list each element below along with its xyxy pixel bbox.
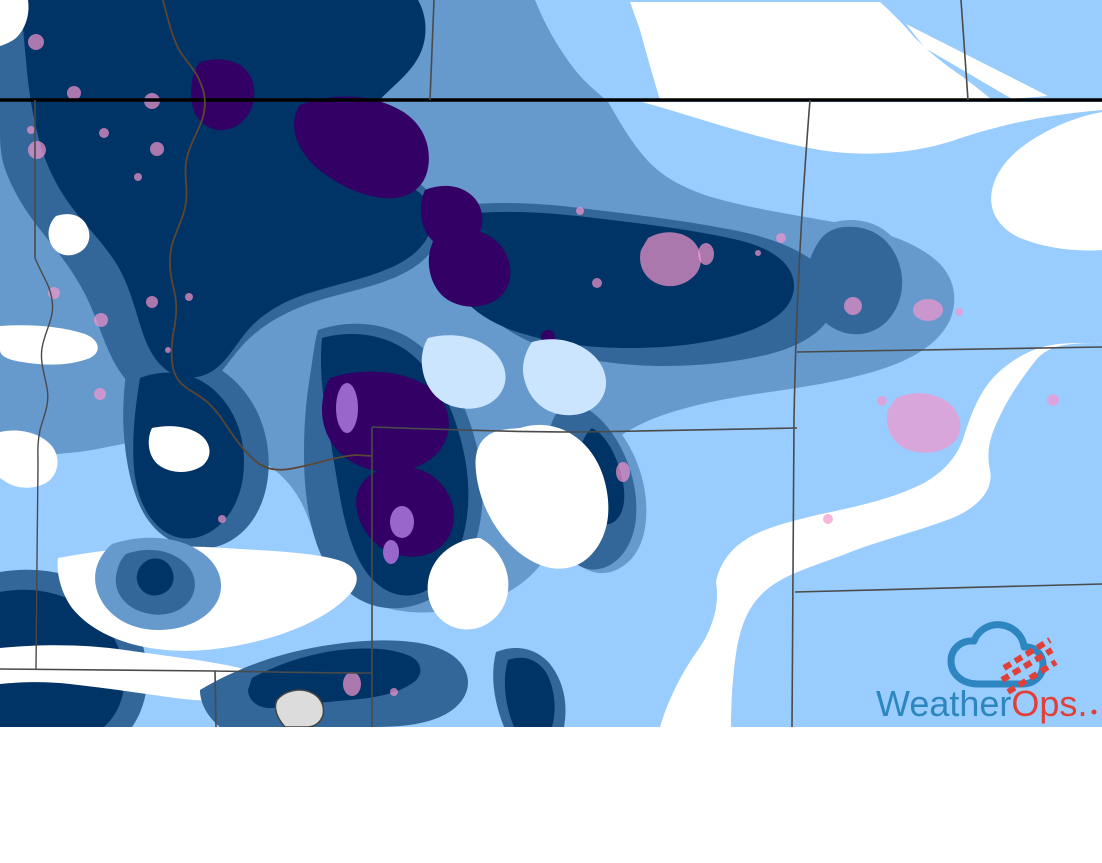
weatherops-logo: WeatherOps. xyxy=(876,621,1097,724)
ice-spot xyxy=(913,299,943,321)
snow-contour-region xyxy=(336,383,358,433)
ice-spot xyxy=(698,243,714,265)
logo-wordmark: WeatherOps. xyxy=(876,683,1087,724)
ice-spot xyxy=(27,126,35,134)
ice-spot xyxy=(67,86,81,100)
white-region xyxy=(0,645,262,701)
snow-islands xyxy=(95,537,566,727)
state-borders xyxy=(0,0,1102,728)
ice-spot xyxy=(146,296,158,308)
ice-spot xyxy=(343,672,361,696)
ice-spot xyxy=(616,462,630,482)
border-alberta-saskatchewan xyxy=(429,0,435,101)
border-montana-dakotas xyxy=(791,99,811,728)
logo-text-ops: Ops xyxy=(1011,683,1077,724)
snow-contour-region xyxy=(428,229,511,307)
ice-spot xyxy=(99,128,109,138)
white-region xyxy=(630,2,992,100)
ice-spot xyxy=(823,514,833,524)
white-region xyxy=(48,214,90,256)
snow-band-12to18 xyxy=(336,383,414,564)
ice-spot xyxy=(844,297,862,315)
ice-spot xyxy=(576,207,584,215)
ice-spot xyxy=(28,141,46,159)
white-region xyxy=(642,102,1102,154)
snow-contour-region xyxy=(136,558,174,596)
snow-contour-region xyxy=(383,540,399,564)
border-idaho-montana xyxy=(162,0,373,471)
snow-contour-region xyxy=(1011,420,1025,434)
white-region xyxy=(0,430,58,488)
logo-text-period: . xyxy=(1077,683,1087,724)
registered-mark-dot xyxy=(1091,709,1097,715)
ice-spot xyxy=(150,142,164,156)
border-42nd-parallel xyxy=(0,668,373,674)
snow-contour-region xyxy=(1062,390,1087,425)
snow-band-8to12 xyxy=(191,59,555,557)
logo-text-weather: Weather xyxy=(876,683,1011,724)
white-region xyxy=(0,325,98,365)
white-region xyxy=(148,426,210,472)
white-region xyxy=(0,0,29,46)
border-saskatchewan-manitoba xyxy=(960,0,969,101)
ice-spot xyxy=(94,388,106,400)
ice-spot xyxy=(755,250,761,256)
ice-spot xyxy=(185,293,193,301)
ice-spot xyxy=(886,393,961,453)
white-region xyxy=(660,343,1102,727)
snow-contour-region xyxy=(421,335,506,409)
great-salt-lake xyxy=(274,689,325,728)
border-nevada-utah xyxy=(214,670,217,728)
border-oregon-idaho-snake-river xyxy=(34,257,54,670)
snow-contour-region xyxy=(390,506,414,538)
ice-spot xyxy=(218,515,226,523)
ice-spot xyxy=(877,396,887,406)
legend-area: SNOW 0.1124812182436 (in.) ICE .01.10.25… xyxy=(0,727,1102,863)
forecast-map: WeatherOps. xyxy=(0,0,1102,728)
map-container: WeatherOps. xyxy=(0,0,1102,728)
border-montana-wyoming xyxy=(371,426,798,433)
snow-contour-region xyxy=(807,226,903,335)
white-region xyxy=(906,24,1048,99)
ice-spot xyxy=(28,34,44,50)
ice-spot xyxy=(94,313,108,327)
snow-contour-region xyxy=(294,96,429,199)
ice-spot xyxy=(776,233,786,243)
snow-contour-region xyxy=(522,339,607,416)
snow-trace-patches xyxy=(421,335,607,416)
ice-spot xyxy=(592,278,602,288)
snow-contour-region xyxy=(504,657,555,727)
border-northdakota-southdakota xyxy=(796,346,1102,353)
logo-flag-icon xyxy=(1000,637,1058,695)
cloud-icon xyxy=(947,621,1047,688)
ice-spot xyxy=(1047,394,1059,406)
white-region xyxy=(475,424,609,569)
border-southdakota-nebraska xyxy=(794,583,1102,593)
snow-contour-region xyxy=(191,59,255,131)
white-region xyxy=(427,538,509,630)
light-blue-pockets xyxy=(1011,390,1087,434)
white-region xyxy=(991,112,1102,251)
ice-spot xyxy=(134,173,142,181)
ice-spot xyxy=(640,232,701,287)
ice-spot xyxy=(390,688,398,696)
ice-spot xyxy=(165,347,171,353)
ice-spot xyxy=(955,308,963,316)
ice-overlays xyxy=(27,34,1059,696)
snow-contour-region xyxy=(22,0,433,378)
